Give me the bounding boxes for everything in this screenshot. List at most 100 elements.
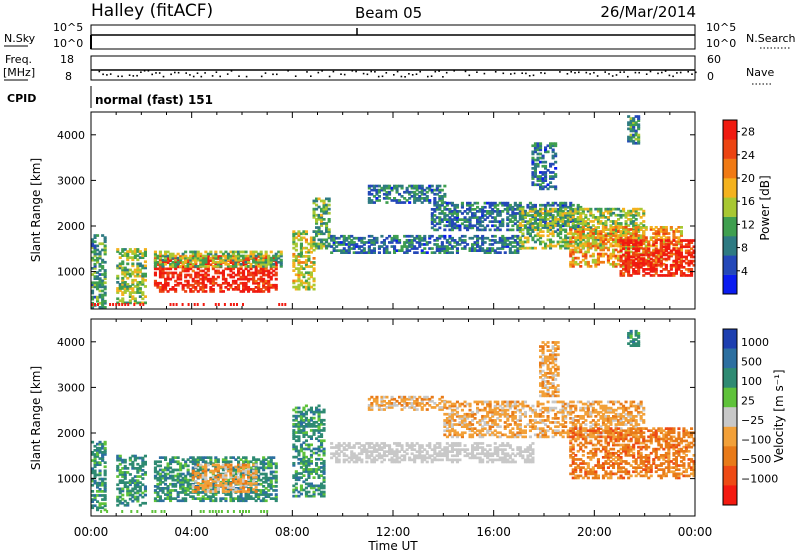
echo-cell — [166, 290, 170, 293]
echo-cell — [559, 207, 563, 211]
echo-cell — [325, 240, 329, 244]
echo-cell — [614, 224, 618, 227]
nave-dot — [544, 72, 546, 75]
echo-cell — [199, 468, 203, 472]
echo-cell — [440, 197, 444, 200]
echo-cell — [506, 218, 510, 221]
echo-cell — [393, 234, 397, 238]
nave-dot — [287, 70, 289, 72]
echo-cell — [164, 256, 168, 260]
echo-cell — [191, 477, 195, 481]
echo-cell — [657, 254, 661, 258]
echo-cell — [569, 211, 573, 215]
echo-cell — [216, 458, 220, 461]
echo-cell — [153, 262, 157, 266]
echo-cell — [153, 489, 157, 492]
echo-cell — [141, 456, 145, 460]
echo-cell — [528, 246, 532, 250]
echo-cell — [332, 236, 336, 240]
echo-cell — [528, 234, 532, 238]
echo-cell — [136, 499, 140, 503]
nave-dot — [264, 72, 267, 74]
echo-cell — [229, 273, 233, 277]
echo-cell — [186, 259, 190, 262]
echo-cell — [408, 234, 412, 238]
echo-cell — [418, 197, 422, 200]
echo-cell — [541, 226, 545, 229]
echo-cell — [194, 288, 198, 291]
echo-cell — [420, 239, 424, 242]
echo-cell — [596, 244, 600, 248]
echo-cell — [385, 192, 389, 196]
echo-cell — [184, 273, 188, 277]
echo-cell — [627, 263, 631, 267]
echo-cell — [589, 213, 593, 217]
echo-cell — [259, 489, 263, 492]
echo-cell — [347, 251, 351, 254]
echo-cell — [614, 254, 618, 258]
echo-cell — [405, 245, 409, 248]
echo-cell — [632, 129, 636, 133]
echo-cell — [536, 175, 540, 178]
echo-cell — [539, 234, 543, 238]
echo-cell — [93, 267, 97, 270]
echo-cell — [501, 241, 505, 244]
echo-cell — [229, 456, 233, 459]
echo-cell — [294, 267, 298, 270]
echo-cell — [445, 208, 449, 211]
echo-cell — [564, 203, 568, 207]
echo-cell — [216, 283, 220, 287]
echo-cell — [473, 234, 477, 238]
echo-cell — [138, 481, 142, 484]
echo-cell — [627, 228, 631, 231]
echo-cell — [297, 277, 301, 281]
echo-cell — [481, 214, 485, 217]
echo-cell — [267, 283, 271, 287]
echo-cell — [156, 464, 160, 468]
echo-cell — [622, 228, 626, 231]
echo-cell — [476, 216, 480, 219]
echo-cell — [153, 491, 157, 494]
echo-cell — [302, 285, 306, 289]
echo-cell — [136, 483, 140, 487]
echo-cell — [539, 211, 543, 215]
echo-cell — [526, 236, 530, 240]
echo-cell — [128, 250, 132, 253]
echo-cell — [453, 212, 457, 215]
echo-cell — [486, 224, 490, 228]
echo-cell — [637, 127, 641, 131]
echo-cell — [141, 276, 145, 280]
echo-cell — [541, 224, 545, 227]
echo-cell — [430, 214, 434, 217]
echo-cell — [161, 283, 165, 287]
echo-cell — [586, 226, 590, 229]
echo-cell — [128, 268, 132, 272]
echo-cell — [156, 260, 160, 264]
echo-cell — [96, 494, 100, 497]
ground-scatter-cell — [118, 303, 121, 306]
echo-cell — [614, 238, 618, 241]
echo-cell — [609, 254, 613, 258]
echo-cell — [415, 241, 419, 244]
echo-cell — [98, 256, 102, 260]
echo-cell — [569, 205, 573, 209]
nave-dot — [438, 70, 440, 72]
echo-cell — [508, 241, 512, 244]
echo-cell — [136, 270, 140, 274]
echo-cell — [511, 236, 515, 240]
echo-cell — [539, 156, 543, 160]
echo-cell — [199, 262, 203, 266]
echo-cell — [435, 201, 439, 204]
echo-cell — [96, 281, 100, 285]
nave-dot — [106, 74, 108, 76]
echo-cell — [438, 212, 442, 215]
echo-cell — [609, 213, 613, 217]
echo-cell — [206, 482, 210, 485]
echo-cell — [274, 478, 278, 482]
echo-cell — [239, 472, 243, 476]
echo-cell — [539, 242, 543, 246]
echo-cell — [342, 234, 346, 238]
echo-cell — [206, 480, 210, 483]
echo-cell — [604, 226, 608, 229]
echo-cell — [118, 469, 122, 472]
